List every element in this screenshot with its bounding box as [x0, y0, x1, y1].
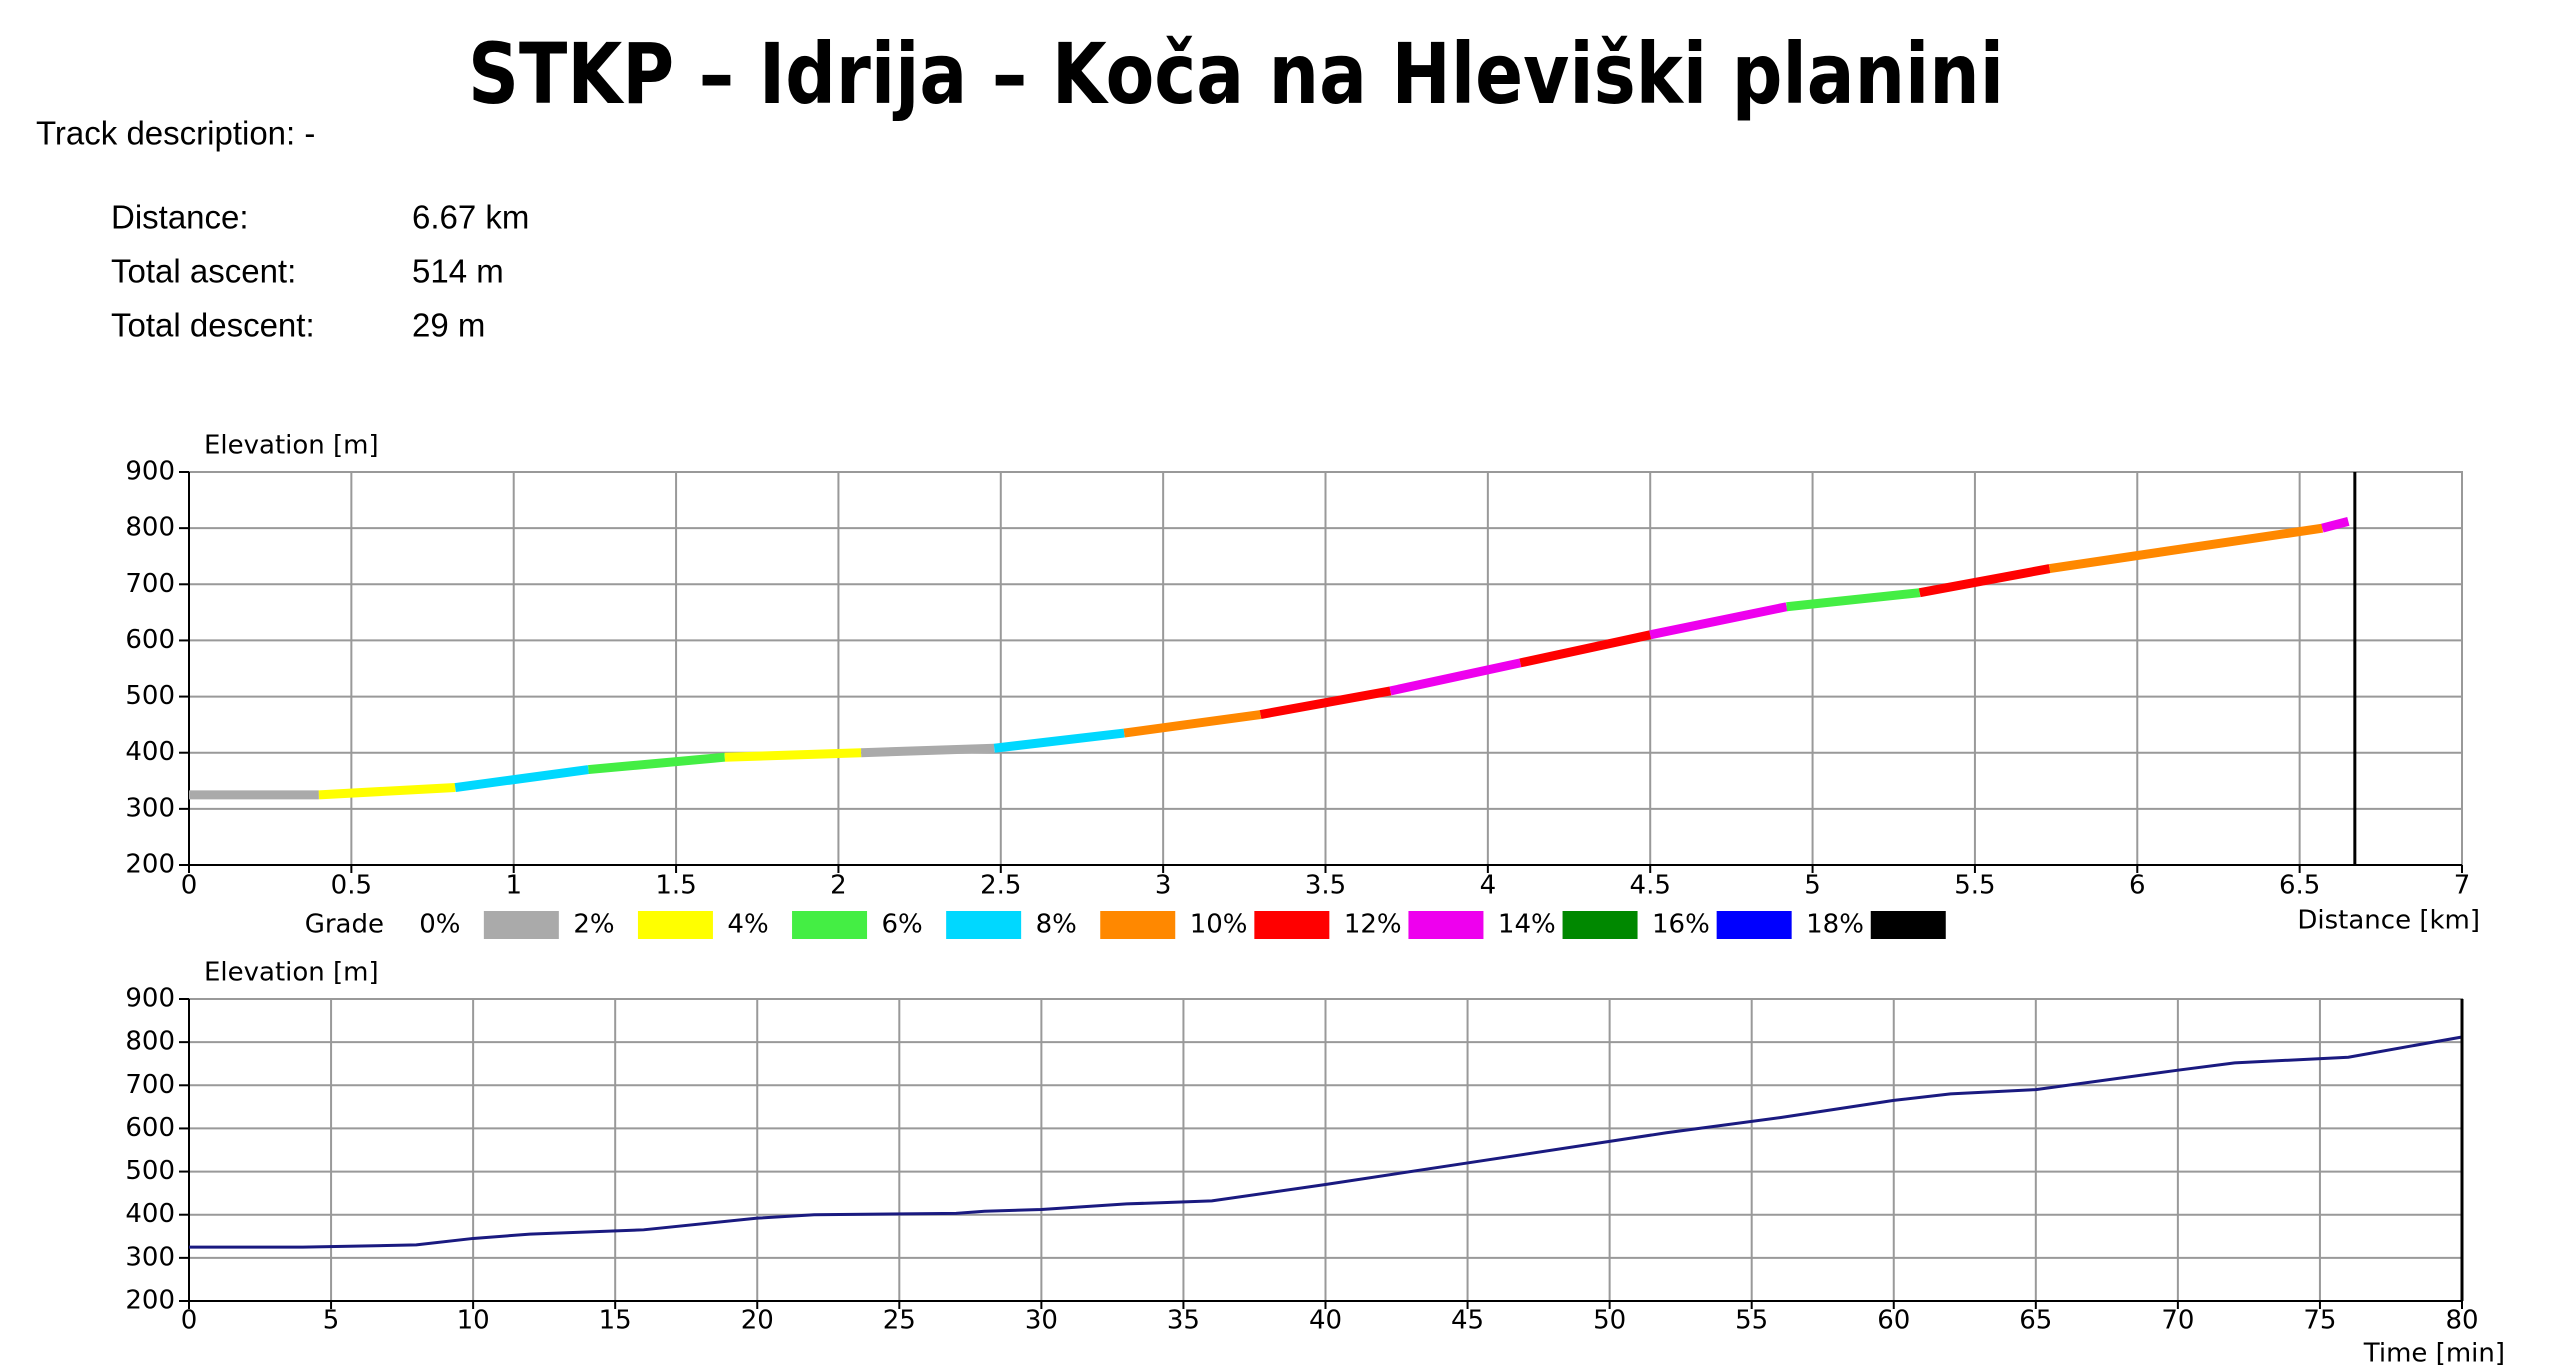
y-tick-label: 500: [125, 1156, 175, 1186]
grade-segment: [318, 783, 456, 800]
grade-segment: [1519, 630, 1652, 668]
x-tick-label: 4.5: [1630, 871, 1671, 901]
stat-value: 29 m: [412, 307, 485, 344]
grade-segment: [861, 743, 995, 758]
legend-swatch: [1562, 911, 1638, 939]
legend-swatch: [1408, 911, 1484, 939]
legend-label: 18%: [1806, 910, 1864, 940]
y-tick-label: 700: [125, 569, 175, 599]
y-tick-label: 900: [125, 984, 175, 1014]
grade-segment: [587, 752, 726, 775]
legend-title: Grade: [305, 910, 384, 940]
legend-label: 16%: [1652, 910, 1710, 940]
x-tick-label: 10: [457, 1306, 490, 1336]
grade-segment: [2048, 523, 2324, 574]
grade-segment: [724, 748, 862, 762]
x-tick-label: 6.5: [2279, 871, 2320, 901]
x-tick-label: 1.5: [655, 871, 696, 901]
legend-swatch: [1716, 911, 1792, 939]
x-tick-label: 0: [181, 1306, 198, 1336]
y-tick-label: 200: [125, 1286, 175, 1316]
x-tick-label: 5.5: [1954, 871, 1995, 901]
y-tick-label: 900: [125, 457, 175, 487]
y-axis-label: Elevation [m]: [204, 431, 379, 461]
legend-swatch: [1254, 911, 1330, 939]
x-axis-label: Time [min]: [2363, 1339, 2505, 1369]
y-tick-label: 800: [125, 1027, 175, 1057]
page-title: STKP – Idrija – Koča na Hleviški planini: [468, 25, 2004, 123]
x-tick-label: 55: [1735, 1306, 1768, 1336]
y-tick-label: 300: [125, 793, 175, 823]
legend-label: 2%: [573, 910, 614, 940]
track-description: Track description: -: [36, 115, 315, 152]
stat-value: 6.67 km: [412, 199, 529, 236]
legend-label: 12%: [1344, 910, 1402, 940]
x-tick-label: 15: [599, 1306, 632, 1336]
y-tick-label: 400: [125, 737, 175, 767]
x-tick-label: 2: [830, 871, 847, 901]
x-tick-label: 50: [1593, 1306, 1626, 1336]
x-tick-label: 60: [1877, 1306, 1910, 1336]
x-tick-label: 3: [1155, 871, 1172, 901]
x-tick-label: 20: [741, 1306, 774, 1336]
legend-swatch: [1870, 911, 1946, 939]
grade-segment: [1389, 658, 1522, 696]
x-tick-label: 45: [1451, 1306, 1484, 1336]
y-tick-label: 800: [125, 513, 175, 543]
x-tick-label: 4: [1480, 871, 1497, 901]
grade-segment: [2321, 517, 2350, 533]
legend-label: 4%: [727, 910, 768, 940]
y-tick-label: 400: [125, 1199, 175, 1229]
grade-segment: [1649, 602, 1788, 640]
legend-swatch: [637, 911, 713, 939]
x-tick-label: 0: [181, 871, 198, 901]
legend-label: 10%: [1190, 910, 1248, 940]
y-tick-label: 200: [125, 850, 175, 880]
x-tick-label: 40: [1309, 1306, 1342, 1336]
stat-label: Distance:: [111, 199, 249, 236]
stat-label: Total ascent:: [111, 253, 296, 290]
legend-label: 0%: [419, 910, 460, 940]
legend-swatch: [483, 911, 559, 939]
grade-segment: [993, 728, 1125, 753]
x-tick-label: 0.5: [331, 871, 372, 901]
x-tick-label: 2.5: [980, 871, 1021, 901]
y-tick-label: 600: [125, 1113, 175, 1143]
grade-segment: [454, 765, 590, 792]
legend-label: 6%: [882, 910, 923, 940]
y-axis-label: Elevation [m]: [204, 958, 379, 988]
x-tick-label: 5: [323, 1306, 340, 1336]
x-tick-label: 25: [883, 1306, 916, 1336]
grade-segment: [1259, 686, 1392, 719]
y-tick-label: 600: [125, 625, 175, 655]
x-tick-label: 7: [2454, 871, 2471, 901]
x-tick-label: 30: [1025, 1306, 1058, 1336]
x-tick-label: 1: [505, 871, 522, 901]
x-axis-label: Distance [km]: [2297, 906, 2480, 936]
y-tick-label: 500: [125, 681, 175, 711]
legend-label: 8%: [1036, 910, 1077, 940]
legend-label: 14%: [1498, 910, 1556, 940]
y-tick-label: 300: [125, 1242, 175, 1272]
stat-value: 514 m: [412, 253, 504, 290]
y-tick-label: 700: [125, 1070, 175, 1100]
x-tick-label: 3.5: [1305, 871, 1346, 901]
stat-label: Total descent:: [111, 307, 315, 344]
x-tick-label: 5: [1804, 871, 1821, 901]
elevation-line: [189, 1035, 2463, 1249]
x-tick-label: 35: [1167, 1306, 1200, 1336]
legend-swatch: [1100, 911, 1176, 939]
grade-segment: [1786, 588, 1921, 612]
x-tick-label: 75: [2303, 1306, 2336, 1336]
grade-segment: [1918, 564, 2051, 598]
legend-swatch: [792, 911, 868, 939]
grade-segment: [1123, 710, 1262, 738]
x-tick-label: 70: [2161, 1306, 2194, 1336]
x-tick-label: 80: [2445, 1306, 2478, 1336]
legend-swatch: [946, 911, 1022, 939]
x-tick-label: 65: [2019, 1306, 2052, 1336]
x-tick-label: 6: [2129, 871, 2146, 901]
